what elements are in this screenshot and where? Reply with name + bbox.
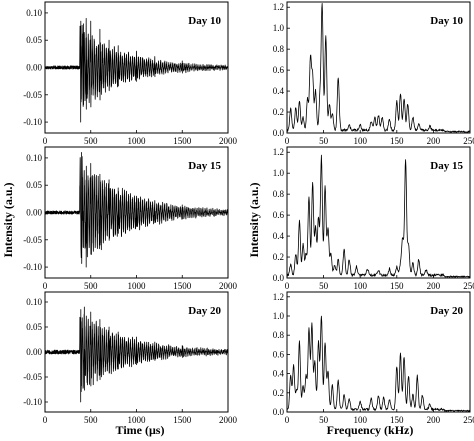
- y-tick-label: 1.2: [273, 147, 284, 157]
- y-tick-label: 0.4: [273, 369, 285, 379]
- y-tick-label: 0.0: [273, 128, 285, 138]
- x-tick-label: 0: [285, 415, 290, 425]
- y-tick-label: 0.05: [26, 35, 42, 45]
- series-line: [286, 154, 471, 278]
- y-tick-label: 0.6: [273, 349, 285, 359]
- y-tick-label: 0.10: [26, 153, 42, 163]
- x-tick-label: 250: [463, 415, 474, 425]
- x-tick-label: 0: [285, 136, 290, 146]
- y-tick-label: 0.00: [26, 208, 42, 218]
- x-tick-label: 2000: [219, 136, 238, 146]
- day-annotation: Day 15: [430, 160, 463, 172]
- day-annotation: Day 15: [188, 160, 221, 172]
- y-tick-label: 0.4: [273, 231, 285, 241]
- y-tick-label: -0.10: [23, 117, 42, 127]
- x-tick-label: 0: [43, 415, 48, 425]
- y-tick-label: 0.2: [273, 252, 284, 262]
- y-tick-label: 0.8: [273, 330, 285, 340]
- x-tick-label: 100: [353, 415, 367, 425]
- x-tick-label: 100: [353, 281, 367, 291]
- y-tick-label: 1.0: [273, 311, 285, 321]
- panel-freq-day10: 0 50 100 150 200 250 0.0 0.2 0.4 0.6 0.8 1.0 1.2 Day …: [273, 1, 474, 146]
- x-tick-label: 0: [43, 136, 48, 146]
- right-x-axis-title: Frequency (kHz): [327, 423, 414, 437]
- y-tick-label: 1.0: [273, 23, 285, 33]
- y-tick-label: -0.10: [23, 262, 42, 272]
- series-line: [44, 306, 229, 403]
- x-tick-label: 500: [84, 136, 98, 146]
- x-tick-label: 250: [463, 136, 474, 146]
- y-tick-label: 0.6: [273, 65, 285, 75]
- y-tick-label: 0.0: [273, 273, 285, 283]
- series-line: [286, 2, 471, 133]
- y-tick-label: 1.2: [273, 2, 284, 12]
- y-tick-label: 0.05: [26, 180, 42, 190]
- y-tick-label: -0.05: [23, 372, 42, 382]
- series-line: [44, 17, 229, 123]
- x-tick-label: 1500: [173, 136, 192, 146]
- y-tick-label: 0.8: [273, 189, 285, 199]
- left-y-axis-title: Intensity (a.u.): [1, 182, 15, 257]
- plot-frame: [286, 1, 471, 134]
- x-tick-label: 0: [285, 281, 290, 291]
- y-tick-label: 0.05: [26, 322, 42, 332]
- y-tick-label: 1.0: [273, 168, 285, 178]
- panel-freq-day20: 0 50 100 150 200 250 0.0 0.2 0.4 0.6 0.8 1.0 1.2 Day …: [273, 291, 474, 425]
- panel-time-day10: 0 500 1000 1500 2000 -0.10 -0.05 0.00 0.05 0.10 Da…: [23, 1, 238, 146]
- y-tick-label: -0.10: [23, 397, 42, 407]
- x-tick-label: 200: [427, 281, 441, 291]
- y-tick-label: 0.2: [273, 388, 284, 398]
- x-tick-label: 1500: [173, 281, 192, 291]
- series-line: [286, 315, 471, 412]
- series-line: [44, 152, 229, 268]
- plot-frame: [286, 291, 471, 413]
- x-tick-label: 1000: [128, 136, 147, 146]
- x-tick-label: 200: [427, 136, 441, 146]
- day-annotation: Day 10: [430, 15, 463, 27]
- x-tick-label: 2000: [219, 415, 238, 425]
- x-tick-label: 500: [84, 415, 98, 425]
- day-annotation: Day 20: [430, 305, 463, 317]
- x-tick-label: 200: [427, 415, 441, 425]
- panel-time-day15: 0 500 1000 1500 2000 -0.10 -0.05 0.00 0.05 0.10 Da…: [23, 146, 238, 291]
- y-tick-label: 0.2: [273, 107, 284, 117]
- x-tick-label: 1000: [128, 281, 147, 291]
- x-tick-label: 250: [463, 281, 474, 291]
- x-tick-label: 150: [390, 281, 404, 291]
- day-annotation: Day 10: [188, 15, 221, 27]
- x-tick-label: 50: [319, 415, 329, 425]
- x-tick-label: 50: [319, 136, 329, 146]
- y-tick-label: 0.00: [26, 347, 42, 357]
- x-tick-label: 150: [390, 136, 404, 146]
- left-x-axis-title: Time (μs): [116, 423, 165, 437]
- y-tick-label: 0.10: [26, 8, 42, 18]
- panel-time-day20: 0 500 1000 1500 2000 -0.10 -0.05 0.00 0.05 0.10 Da…: [23, 291, 238, 425]
- x-tick-label: 50: [319, 281, 329, 291]
- y-tick-label: -0.05: [23, 235, 42, 245]
- x-tick-label: 150: [390, 415, 404, 425]
- y-tick-label: 0.0: [273, 407, 285, 417]
- x-tick-label: 1000: [128, 415, 147, 425]
- y-tick-label: 0.8: [273, 44, 285, 54]
- y-tick-label: 0.6: [273, 210, 285, 220]
- x-tick-label: 0: [43, 281, 48, 291]
- panel-freq-day15: 0 50 100 150 200 250 0.0 0.2 0.4 0.6 0.8 1.0 1.2 Day …: [273, 146, 474, 291]
- x-tick-label: 1500: [173, 415, 192, 425]
- y-tick-label: 1.2: [273, 292, 284, 302]
- day-annotation: Day 20: [188, 305, 221, 317]
- y-tick-label: 0.00: [26, 63, 42, 73]
- panels-group: 0 500 1000 1500 2000-0.10-0.050.000.050.10Da…: [23, 1, 474, 425]
- y-tick-label: -0.05: [23, 90, 42, 100]
- plot-frame: [286, 146, 471, 279]
- y-tick-label: 0.10: [26, 297, 42, 307]
- right-y-axis-title: Intensity (a.u.): [247, 182, 261, 257]
- x-tick-label: 500: [84, 281, 98, 291]
- x-tick-label: 2000: [219, 281, 238, 291]
- y-tick-label: 0.4: [273, 86, 285, 96]
- x-tick-label: 100: [353, 136, 367, 146]
